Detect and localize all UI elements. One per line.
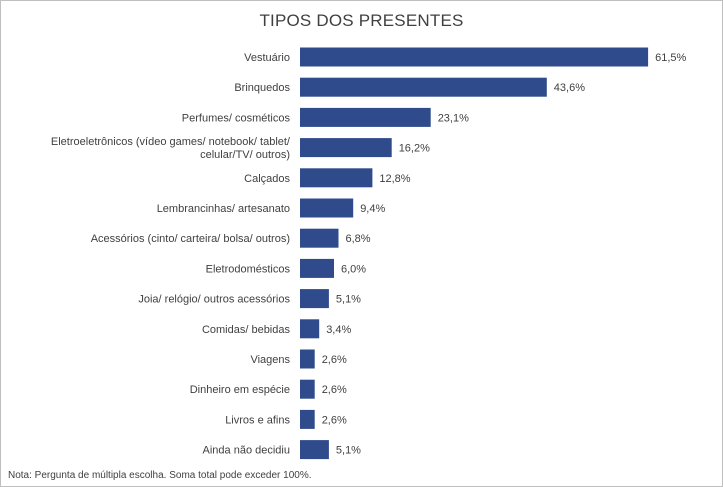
bar — [300, 228, 339, 248]
value-label: 16,2% — [399, 143, 430, 155]
bar — [300, 168, 373, 188]
bar — [300, 77, 547, 97]
bar — [300, 107, 431, 127]
category-label: Lembrancinhas/ artesanato — [157, 203, 290, 215]
bar — [300, 379, 315, 399]
bar — [300, 289, 329, 309]
category-label: Joia/ relógio/ outros acessórios — [138, 294, 290, 306]
value-label: 6,8% — [346, 233, 371, 245]
bar — [300, 47, 649, 67]
value-label: 23,1% — [438, 112, 469, 124]
bar — [300, 138, 392, 158]
value-label: 12,8% — [379, 173, 410, 185]
value-label: 9,4% — [360, 203, 385, 215]
category-label: Vestuário — [244, 52, 290, 64]
category-label: Comidas/ bebidas — [202, 324, 291, 336]
value-label: 2,6% — [322, 384, 347, 396]
value-label: 2,6% — [322, 354, 347, 366]
bar — [300, 440, 329, 460]
category-label: Brinquedos — [234, 82, 290, 94]
bar — [300, 198, 354, 218]
chart-note: Nota: Pergunta de múltipla escolha. Soma… — [8, 470, 312, 481]
bar — [300, 258, 334, 278]
category-label: Eletrodomésticos — [206, 263, 291, 275]
value-label: 5,1% — [336, 445, 361, 457]
category-label: Acessórios (cinto/ carteira/ bolsa/ outr… — [91, 233, 290, 245]
category-label: Livros e afins — [225, 414, 290, 426]
value-label: 6,0% — [341, 263, 366, 275]
category-label: Perfumes/ cosméticos — [182, 112, 291, 124]
category-label: Ainda não decidiu — [203, 445, 290, 457]
value-label: 61,5% — [655, 52, 686, 64]
category-label: Eletroeletrônicos (vídeo games/ notebook… — [51, 136, 291, 148]
value-label: 43,6% — [554, 82, 585, 94]
chart-title: TIPOS DOS PRESENTES — [259, 11, 464, 30]
bar — [300, 319, 320, 339]
value-label: 2,6% — [322, 414, 347, 426]
category-label: Calçados — [244, 173, 290, 185]
value-label: 3,4% — [326, 324, 351, 336]
category-label: Viagens — [250, 354, 290, 366]
value-label: 5,1% — [336, 294, 361, 306]
bar — [300, 409, 315, 429]
bar — [300, 349, 315, 369]
category-label: Dinheiro em espécie — [190, 384, 290, 396]
category-label: celular/TV/ outros) — [200, 149, 290, 161]
